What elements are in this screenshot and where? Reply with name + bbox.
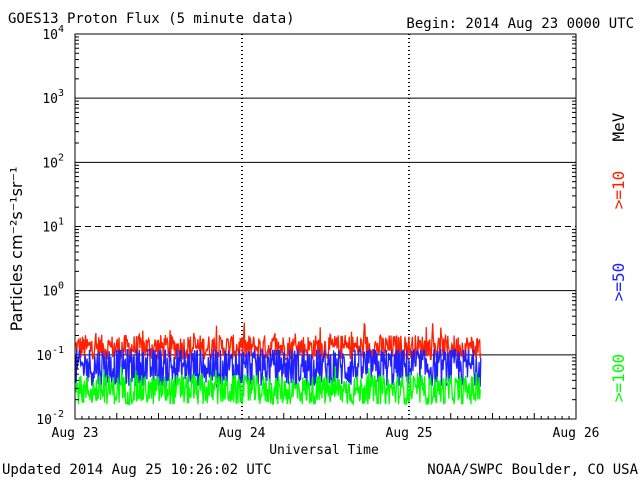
credit: NOAA/SWPC Boulder, CO USA [427,462,638,478]
y-tick-exponent: 3 [58,88,64,99]
y-tick-exponent: 0 [58,281,64,292]
y-tick-exponent: 2 [58,152,64,163]
grid-lines [75,97,576,356]
y-axis-label: Particles cm⁻²s⁻¹sr⁻¹ [7,167,26,332]
series-layer [74,322,482,407]
begin-time: Begin: 2014 Aug 23 0000 UTC [406,16,634,32]
x-ticks: Aug 23 Aug 24 Aug 25 Aug 26 [52,413,600,441]
y-tick-label: 10-1 [36,345,64,364]
side-label-10: >=10 [609,171,628,210]
x-tick-label: Aug 24 [219,426,266,441]
x-tick-label: Aug 23 [52,426,99,441]
x-tick-label: Aug 25 [386,426,433,441]
y-tick-exponent: 1 [58,217,64,228]
y-tick-label: 102 [42,152,64,171]
y-tick-label: 103 [42,88,64,107]
y-tick-label: 101 [42,217,64,236]
side-label-50: >=50 [609,263,628,302]
y-tick-exponent: -1 [52,345,64,356]
side-label-100: >=100 [609,354,628,402]
y-tick-label: 100 [42,281,64,300]
y-tick-exponent: -2 [52,409,64,420]
series-line-1 [74,347,482,389]
chart-title: GOES13 Proton Flux (5 minute data) [8,11,295,27]
series-line-2 [74,366,481,407]
y-tick-exponent: 4 [58,24,64,35]
x-axis-label: Universal Time [269,443,379,458]
side-label-unit: MeV [609,112,628,141]
updated-time: Updated 2014 Aug 25 10:26:02 UTC [2,462,272,478]
x-tick-label: Aug 26 [553,426,600,441]
